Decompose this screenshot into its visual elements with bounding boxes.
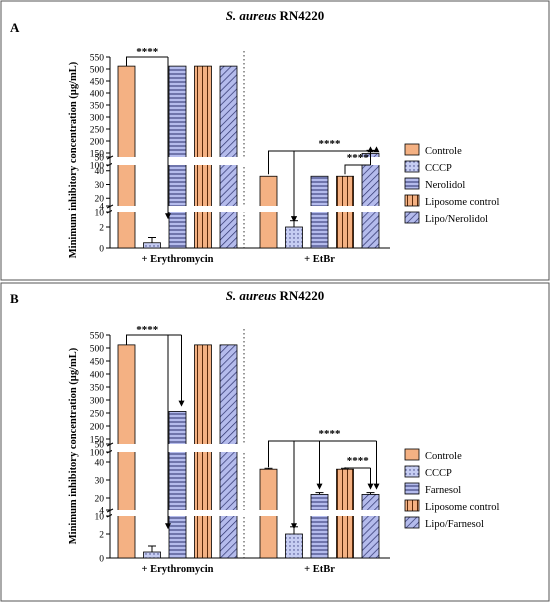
y-tick-label: 40 <box>95 167 105 177</box>
legend-label: Lipo/Farnesol <box>425 519 484 530</box>
legend-swatch <box>404 211 420 224</box>
significance-stars: **** <box>136 46 159 58</box>
panel-a-title: S. aureus RN4220 <box>226 8 325 23</box>
x-category-label: + EtBr <box>304 254 335 265</box>
panel-b-ylabel: Minimum inhibitory concentration (µg/mL) <box>68 347 79 544</box>
significance-stars: **** <box>347 455 370 467</box>
axis-break-band <box>112 510 387 516</box>
bar-lipo-nerolidol <box>361 153 380 249</box>
significance-bracket <box>268 440 377 468</box>
legend-label: CCCP <box>425 163 452 174</box>
y-tick-label: 20 <box>95 195 105 205</box>
y-tick-label: 0 <box>99 554 104 564</box>
legend-swatch <box>404 143 420 156</box>
bar-lipo-farnesol <box>361 493 380 559</box>
legend-swatch <box>404 465 420 478</box>
axis-break-band <box>112 206 387 212</box>
significance-bracket <box>268 150 377 175</box>
panel-b-chart: 1001502002503003504004505005501020304050… <box>90 324 500 575</box>
legend-swatch <box>404 482 420 495</box>
y-tick-label: 10 <box>95 512 105 522</box>
panel-b-title: S. aureus RN4220 <box>226 288 325 303</box>
significance-bracket <box>344 164 371 175</box>
y-tick-label: 450 <box>90 357 105 367</box>
legend-label: Liposome control <box>425 197 499 208</box>
bar-cccp <box>143 551 161 559</box>
bar-cccp <box>143 242 161 249</box>
y-tick-label: 450 <box>90 77 105 87</box>
y-tick-label: 400 <box>90 370 105 380</box>
y-tick-label: 250 <box>90 125 105 135</box>
significance-stars: **** <box>136 324 159 336</box>
bar-farnesol <box>168 411 187 559</box>
y-tick-label: 4 <box>99 506 104 516</box>
panel-a-ylabel: Minimum inhibitory concentration (µg/mL) <box>68 61 79 258</box>
y-tick-label: 400 <box>90 89 105 99</box>
y-tick-label: 350 <box>90 101 105 111</box>
axis-break-band <box>112 444 387 452</box>
y-tick-label: 150 <box>90 149 105 159</box>
y-tick-label: 10 <box>95 208 105 218</box>
y-tick-label: 550 <box>90 53 105 63</box>
y-tick-label: 40 <box>95 458 105 468</box>
panel-b-frame <box>0 282 550 602</box>
bar-cccp <box>285 533 303 559</box>
significance-stars: **** <box>319 138 342 150</box>
y-tick-label: 250 <box>90 409 105 419</box>
y-tick-label: 2 <box>99 223 104 233</box>
y-tick-label: 30 <box>95 181 105 191</box>
y-tick-label: 100 <box>90 161 105 171</box>
y-tick-label: 150 <box>90 435 105 445</box>
bar-controle <box>259 175 278 249</box>
y-tick-label: 50 <box>95 440 105 450</box>
bar-liposome-control <box>336 175 354 249</box>
y-tick-label: 350 <box>90 383 105 393</box>
legend-swatch <box>404 499 420 512</box>
legend-swatch <box>404 177 420 190</box>
y-tick-label: 0 <box>99 244 104 254</box>
bar-farnesol <box>310 493 329 559</box>
legend-label: Controle <box>425 146 462 157</box>
y-tick-label: 200 <box>90 137 105 147</box>
significance-bracket <box>344 467 371 469</box>
legend-swatch <box>404 516 420 529</box>
legend-label: Lipo/Nerolidol <box>425 214 488 225</box>
legend-swatch <box>404 160 420 173</box>
panel-a-frame <box>0 0 550 281</box>
y-tick-label: 20 <box>95 494 105 504</box>
y-tick-label: 500 <box>90 65 105 75</box>
x-category-label: + Erythromycin <box>142 254 214 265</box>
significance-bracket <box>126 56 168 67</box>
significance-stars: **** <box>319 428 342 440</box>
x-category-label: + EtBr <box>304 564 335 575</box>
y-tick-label: 550 <box>90 331 105 341</box>
y-tick-label: 500 <box>90 344 105 354</box>
legend-swatch <box>404 194 420 207</box>
legend-label: Liposome control <box>425 502 499 513</box>
legend-label: CCCP <box>425 468 452 479</box>
panel-a-label: A <box>10 20 20 35</box>
axis-break-band <box>112 157 387 165</box>
panel-b-label: B <box>10 291 19 306</box>
panel-a-chart: 1001502002503003504004505005501020304050… <box>90 46 500 265</box>
x-category-label: + Erythromycin <box>142 564 214 575</box>
y-tick-label: 300 <box>90 396 105 406</box>
legend-label: Farnesol <box>425 485 461 496</box>
significance-stars: **** <box>347 152 370 164</box>
y-tick-label: 30 <box>95 476 105 486</box>
y-tick-label: 50 <box>95 153 105 163</box>
legend-swatch <box>404 448 420 461</box>
y-tick-label: 300 <box>90 113 105 123</box>
legend-label: Nerolidol <box>425 180 465 191</box>
legend-label: Controle <box>425 451 462 462</box>
y-tick-label: 200 <box>90 422 105 432</box>
y-tick-label: 4 <box>99 202 104 212</box>
y-tick-label: 2 <box>99 530 104 540</box>
bar-cccp <box>285 226 303 249</box>
bar-nerolidol <box>310 175 329 249</box>
y-tick-label: 100 <box>90 448 105 458</box>
significance-bracket <box>126 334 168 345</box>
